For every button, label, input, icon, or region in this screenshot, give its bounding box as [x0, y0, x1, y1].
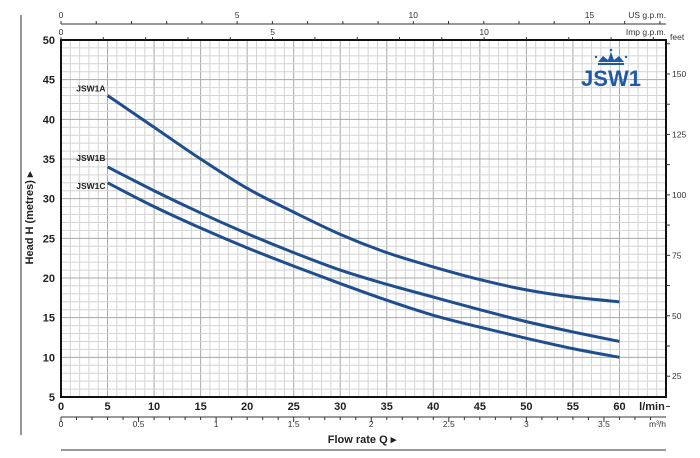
- y-tick-label: 15: [43, 313, 55, 325]
- feet-unit: feet: [670, 32, 685, 42]
- imp-gpm-tick-label: 5: [270, 27, 275, 37]
- m3h-tick-label: 3: [524, 419, 529, 429]
- m3h-unit: m³/h: [649, 419, 666, 429]
- m3h-tick-label: 2: [369, 419, 374, 429]
- m3h-tick-label: 1: [214, 419, 219, 429]
- curve-jsw1c: [106, 181, 620, 359]
- feet-tick-label: 50: [672, 311, 682, 321]
- m3h-tick-label: 1.5: [288, 419, 300, 429]
- y-tick-label: 5: [49, 392, 55, 404]
- x-unit-label: l/min: [639, 401, 665, 413]
- us-gpm-unit: US g.p.m.: [628, 10, 666, 20]
- y-tick-label: 10: [43, 352, 55, 364]
- us-gpm-tick-label: 0: [59, 10, 64, 20]
- curve-label: JSW1C: [76, 181, 105, 191]
- x-tick-label: 55: [567, 401, 579, 413]
- x-tick-label: 45: [474, 401, 486, 413]
- x-tick-label: 50: [520, 401, 532, 413]
- x-tick-label: 30: [334, 401, 346, 413]
- x-tick-label: 20: [241, 401, 253, 413]
- y-tick-label: 40: [43, 114, 55, 126]
- feet-tick-label: 25: [672, 371, 682, 381]
- imp-gpm-tick-label: 10: [479, 27, 489, 37]
- y-tick-label: 50: [43, 35, 55, 47]
- plot-frame: [60, 39, 667, 398]
- grid: [60, 39, 667, 398]
- x-tick-label: 15: [194, 401, 206, 413]
- m3h-tick-label: 3.5: [598, 419, 610, 429]
- feet-tick-label: 100: [672, 190, 686, 200]
- us-gpm-tick-label: 10: [409, 10, 419, 20]
- m3h-tick-label: 0: [59, 419, 64, 429]
- brand-logo: JSW1: [581, 48, 641, 91]
- curve-jsw1b: [106, 165, 620, 343]
- y-tick-label: 20: [43, 273, 55, 285]
- y-axis-title: Head H (metres) ▸: [24, 171, 36, 264]
- x-tick-label: 35: [381, 401, 393, 413]
- x-tick-label: 25: [288, 401, 300, 413]
- x-tick-label: 40: [427, 401, 439, 413]
- y-tick-label: 45: [43, 75, 55, 87]
- feet-tick-label: 125: [672, 129, 686, 139]
- x-tick-label: 60: [613, 401, 625, 413]
- imp-gpm-unit: Imp g.p.m.: [626, 27, 666, 37]
- x-axis-title: Flow rate Q ▸: [328, 434, 397, 446]
- us-gpm-tick-label: 15: [585, 10, 595, 20]
- curve-label: JSW1B: [76, 153, 105, 163]
- feet-tick-label: 150: [672, 69, 686, 79]
- m3h-tick-label: 0.5: [133, 419, 145, 429]
- us-gpm-tick-label: 5: [235, 10, 240, 20]
- curve-label: JSW1A: [76, 84, 105, 94]
- x-tick-label: 10: [148, 401, 160, 413]
- imp-gpm-tick-label: 0: [59, 27, 64, 37]
- m3h-tick-label: 2.5: [443, 419, 455, 429]
- x-tick-label: 5: [104, 401, 110, 413]
- y-tick-label: 25: [43, 233, 55, 245]
- curve-jsw1a: [106, 94, 620, 304]
- crown-icon: [594, 48, 628, 65]
- curves: JSW1A JSW1B JSW1C: [76, 84, 620, 359]
- brand-text: JSW1: [581, 66, 641, 91]
- x-tick-label: 0: [58, 401, 64, 413]
- feet-tick-label: 75: [672, 250, 682, 260]
- y-tick-label: 35: [43, 154, 55, 166]
- y-tick-label: 30: [43, 194, 55, 206]
